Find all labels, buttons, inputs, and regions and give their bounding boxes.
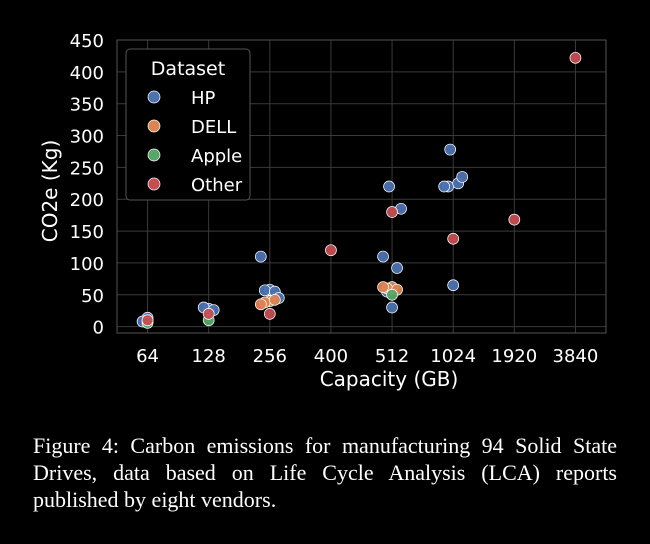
x-tick-label: 128 <box>192 346 226 367</box>
x-tick-label: 64 <box>136 346 159 367</box>
data-point-other <box>263 308 276 320</box>
y-tick-label: 300 <box>70 127 104 148</box>
x-tick-label: 1024 <box>430 346 476 367</box>
data-point-hp <box>456 171 469 183</box>
data-point-other <box>447 232 460 245</box>
legend-title: Dataset <box>151 58 225 80</box>
data-point-other <box>202 308 215 320</box>
data-point-dell <box>268 294 281 306</box>
legend-label-apple: Apple <box>191 146 242 167</box>
data-point-hp <box>444 143 457 156</box>
data-point-hp <box>438 180 451 193</box>
x-tick-labels: 64 128 256 400 512 1024 1920 3840 <box>136 346 598 367</box>
y-tick-label: 450 <box>70 31 104 52</box>
y-tick-label: 100 <box>70 254 104 275</box>
x-tick-label: 1920 <box>491 346 537 367</box>
legend-box <box>125 48 251 201</box>
plot-frame <box>116 39 607 334</box>
y-tick-labels: 0 50 100 150 200 250 300 350 400 450 <box>70 31 104 339</box>
y-tick-label: 200 <box>70 190 104 211</box>
y-tick-label: 0 <box>93 318 104 339</box>
data-point-dell <box>377 281 389 293</box>
y-tick-label: 350 <box>70 95 104 116</box>
data-point-hp <box>383 180 395 193</box>
legend-entries: HP DELL Apple Other <box>147 88 243 196</box>
data-point-hp <box>447 279 460 292</box>
legend: Dataset HP DELL Apple Other <box>125 48 251 201</box>
legend-marker-dell <box>147 119 161 133</box>
y-axis-label: CO2e (Kg) <box>38 140 62 243</box>
data-point-hp <box>254 250 267 263</box>
legend-marker-hp <box>147 90 161 104</box>
legend-label-other: Other <box>191 175 243 196</box>
x-tick-label: 3840 <box>553 346 599 367</box>
data-point-hp <box>391 262 403 274</box>
data-point-hp <box>258 284 271 297</box>
data-point-other <box>325 244 337 257</box>
data-point-apple <box>386 288 398 301</box>
legend-marker-apple <box>147 148 161 162</box>
data-point-other <box>569 51 582 64</box>
legend-label-hp: HP <box>191 88 216 109</box>
y-tick-label: 50 <box>81 286 104 307</box>
x-axis-label: Capacity (GB) <box>320 367 459 391</box>
figure-caption: Figure 4: Carbon emissions for manufactu… <box>33 433 617 512</box>
data-point-dell <box>254 298 267 311</box>
data-point-other <box>141 314 154 327</box>
data-points <box>136 51 582 329</box>
x-tick-label: 400 <box>314 346 348 367</box>
legend-label-dell: DELL <box>191 117 236 138</box>
scatter-chart: 0 50 100 150 200 250 300 350 400 450 64 128 256 400 5… <box>38 31 607 391</box>
y-tick-label: 150 <box>70 222 104 243</box>
x-tick-label: 512 <box>375 346 409 367</box>
data-point-hp <box>386 301 398 314</box>
data-point-hp <box>377 250 389 263</box>
data-point-other <box>386 206 398 218</box>
legend-marker-other <box>147 177 161 191</box>
x-tick-label: 256 <box>253 346 287 367</box>
y-tick-label: 400 <box>70 63 104 84</box>
y-tick-label: 250 <box>70 158 104 179</box>
data-point-other <box>508 213 521 226</box>
